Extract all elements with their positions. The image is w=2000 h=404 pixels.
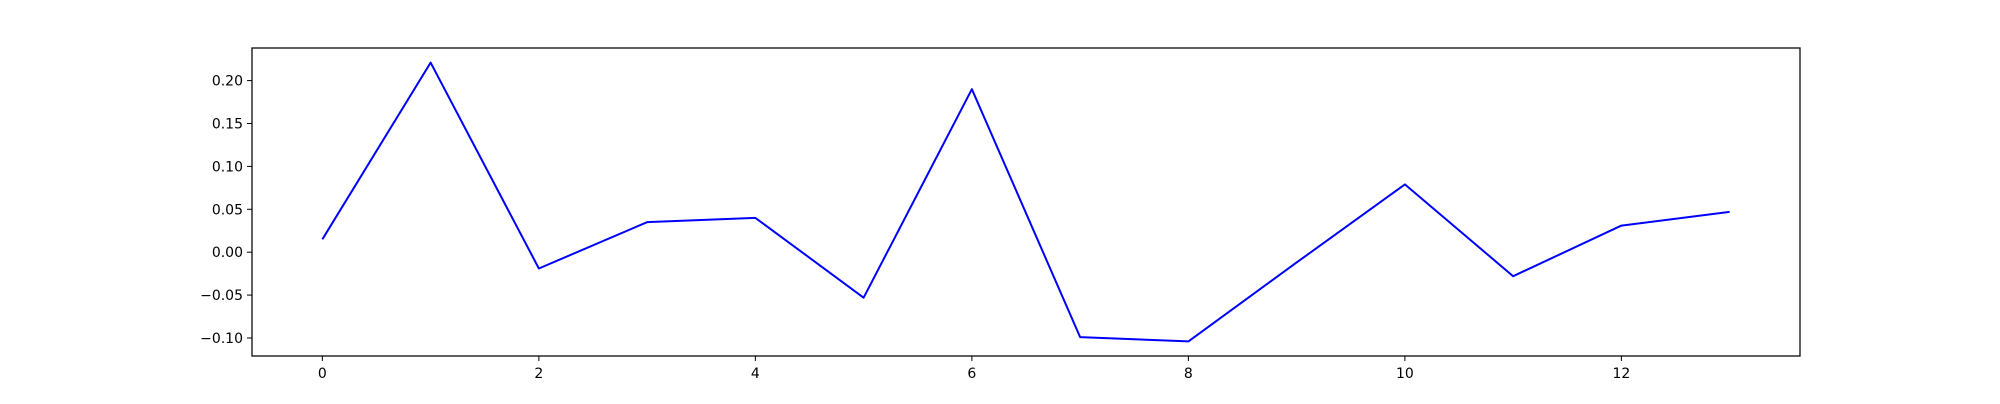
series-layer — [321, 61, 1730, 343]
x-tick-label: 4 — [751, 366, 760, 382]
y-tick-label: 0.20 — [212, 74, 243, 90]
x-tick-label: 6 — [967, 366, 976, 382]
y-tick-label: 0.05 — [212, 202, 243, 218]
y-tick-label: 0.15 — [212, 116, 243, 132]
y-axis-ticks: −0.10 −0.05 0.00 0.05 0.10 0.15 0.20 — [200, 74, 252, 347]
x-tick-label: 10 — [1396, 366, 1414, 382]
x-tick-label: 0 — [318, 366, 327, 382]
y-tick-label: −0.05 — [200, 288, 243, 304]
series-line-0 — [321, 61, 1730, 343]
x-tick-label: 12 — [1612, 366, 1630, 382]
x-axis-ticks: 0 2 4 6 8 10 12 — [318, 356, 1630, 382]
y-tick-label: −0.10 — [200, 331, 243, 347]
x-tick-label: 2 — [534, 366, 543, 382]
plot-area — [252, 48, 1800, 356]
y-tick-label: 0.10 — [212, 159, 243, 175]
axes-frame — [251, 47, 1801, 357]
x-tick-label: 8 — [1184, 366, 1193, 382]
y-tick-label: 0.00 — [212, 245, 243, 261]
